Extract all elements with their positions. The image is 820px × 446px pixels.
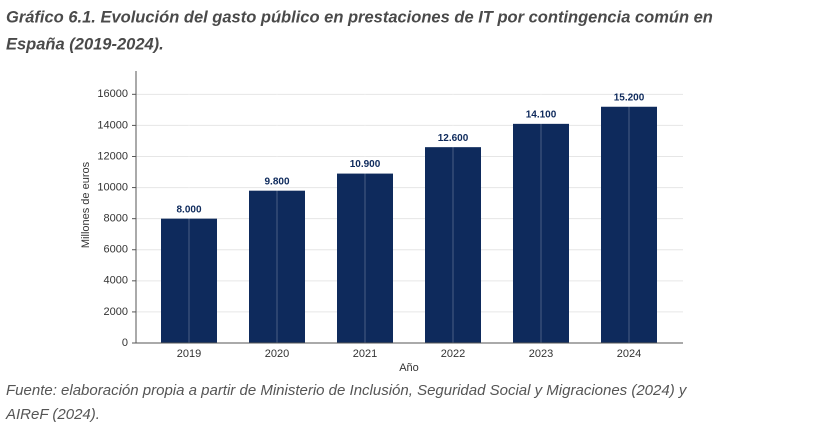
y-tick-label: 4000 (104, 275, 128, 287)
y-tick-label: 10000 (97, 181, 128, 193)
bar (601, 106, 657, 344)
y-tick-label: 6000 (104, 244, 128, 256)
x-tick-label: 2023 (529, 348, 553, 360)
y-axis-label: Millones de euros (80, 161, 92, 248)
x-tick-label: 2022 (441, 348, 465, 360)
x-tick-label: 2020 (265, 348, 289, 360)
chart-title: España (2019-2024). (6, 35, 164, 53)
bar (513, 123, 569, 344)
value-label: 15.200 (614, 92, 645, 103)
value-label: 8.000 (176, 204, 201, 215)
bar (161, 218, 217, 343)
x-tick-label: 2021 (353, 348, 377, 360)
chart-title: Gráfico 6.1. Evolución del gasto público… (6, 8, 713, 26)
x-axis-label: Año (399, 362, 419, 374)
y-tick-label: 14000 (97, 119, 128, 131)
y-tick-label: 16000 (97, 88, 128, 100)
bar (425, 147, 481, 343)
y-tick-label: 2000 (104, 306, 128, 318)
value-label: 10.900 (350, 159, 381, 170)
source-note: Fuente: elaboración propia a partir de M… (6, 382, 688, 399)
value-label: 14.100 (526, 109, 557, 120)
value-label: 12.600 (438, 133, 469, 144)
source-note: AIReF (2024). (5, 406, 100, 423)
x-tick-label: 2019 (177, 348, 201, 360)
y-tick-label: 0 (122, 337, 128, 349)
bar (249, 190, 305, 343)
y-tick-label: 8000 (104, 213, 128, 225)
y-tick-label: 12000 (97, 150, 128, 162)
value-label: 9.800 (264, 176, 289, 187)
x-tick-label: 2024 (617, 348, 641, 360)
bar (337, 173, 393, 343)
